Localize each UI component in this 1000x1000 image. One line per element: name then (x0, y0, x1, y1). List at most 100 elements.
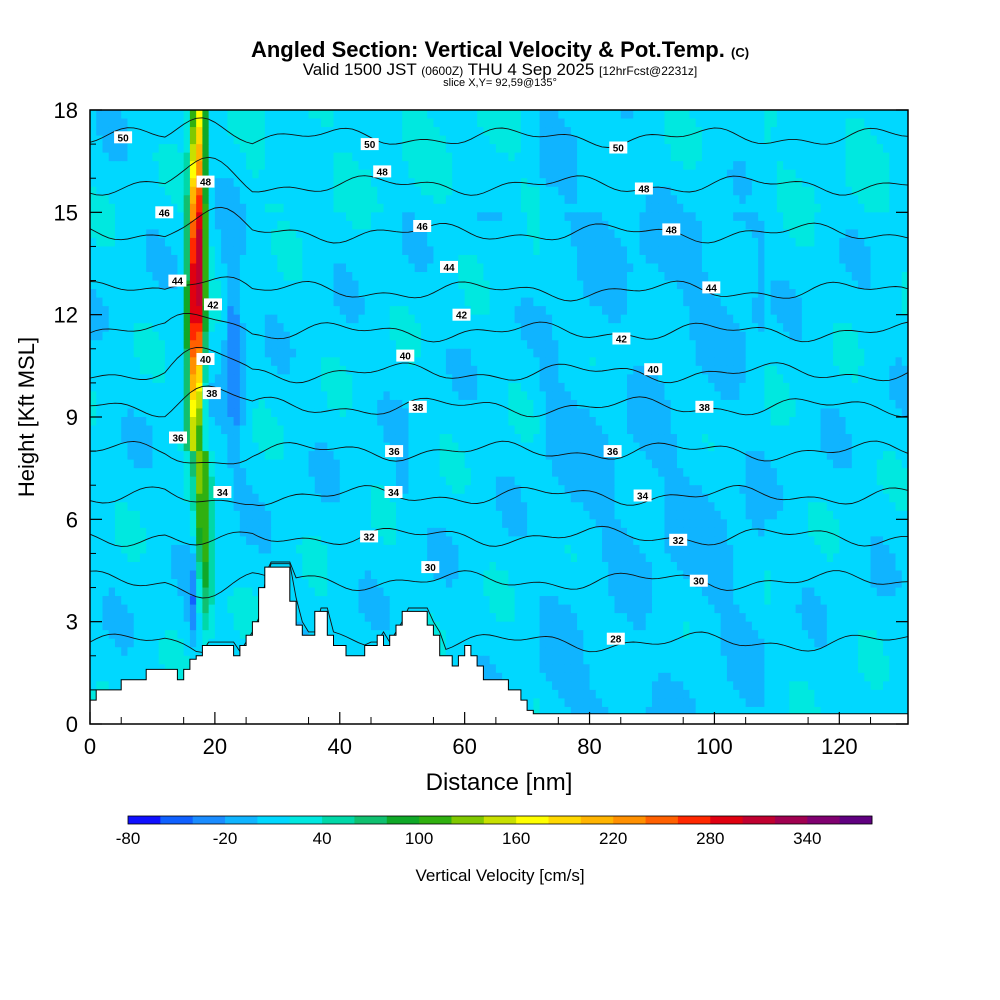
contour-label: 34 (384, 486, 403, 499)
contour-label-text: 32 (364, 532, 376, 543)
y-tick-label: 3 (66, 610, 78, 635)
colorbar: -80 -20 40 100 160 220 280 340 (116, 815, 873, 848)
colorbar-swatch (774, 816, 808, 824)
contour-label-text: 50 (364, 140, 376, 151)
theta-contour-30 (90, 561, 908, 599)
contour-label: 40 (396, 349, 415, 363)
contour-label-text: 46 (159, 208, 171, 219)
colorbar-swatch (548, 816, 582, 824)
colorbar-swatch (419, 816, 452, 824)
contour-label: 48 (634, 182, 653, 196)
colorbar-swatch (160, 816, 194, 824)
contour-label-text: 36 (389, 447, 401, 458)
colorbar-swatch (710, 816, 744, 824)
contour-label-text: 30 (425, 563, 437, 574)
contour-label: 42 (452, 308, 471, 322)
contour-label: 38 (202, 387, 221, 400)
contour-label-text: 40 (648, 365, 660, 376)
contour-label: 34 (633, 489, 652, 503)
colorbar-tick-label: 280 (696, 829, 724, 848)
colorbar-swatch (516, 816, 549, 824)
contour-label: 50 (609, 141, 628, 155)
contour-label: 28 (606, 632, 625, 646)
contour-label-text: 48 (200, 178, 212, 189)
x-axis-label: Distance [nm] (426, 769, 573, 796)
colorbar-tick-label: -80 (116, 829, 141, 848)
colorbar-swatch (225, 816, 258, 824)
contour-label-text: 36 (172, 434, 184, 445)
colorbar-swatch (742, 816, 776, 824)
contour-label-text: 46 (417, 222, 429, 233)
contour-label-text: 50 (118, 133, 130, 144)
colorbar-swatch (580, 816, 614, 824)
contour-label: 48 (373, 165, 392, 178)
contour-label: 36 (385, 445, 404, 458)
y-tick-label: 15 (54, 200, 78, 225)
contour-label-text: 34 (388, 488, 400, 499)
contour-label-text: 40 (400, 352, 412, 363)
colorbar-swatch (839, 816, 873, 824)
colorbar-swatch (451, 816, 485, 824)
colorbar-tick-label: 160 (502, 829, 530, 848)
contour-labels: 50 50 50 48 48 48 48 46 46 44 44 44 42 42 42 40 40 40 38 38… (114, 131, 721, 646)
contour-label: 50 (360, 138, 379, 151)
contour-label-text: 32 (673, 536, 685, 547)
colorbar-swatch (322, 816, 355, 824)
contour-label-text: 42 (616, 335, 628, 346)
theta-contour-32 (90, 525, 908, 547)
y-tick-label: 0 (66, 712, 78, 737)
colorbar-swatch (645, 816, 679, 824)
contour-label-text: 38 (699, 403, 711, 414)
theta-contours (90, 117, 908, 653)
terrain-mask (89, 566, 909, 725)
contour-label: 40 (644, 363, 663, 376)
colorbar-swatch (677, 816, 711, 824)
contour-label: 46 (413, 220, 432, 233)
colorbar-swatch (192, 816, 226, 824)
theta-contour-50 (90, 117, 908, 148)
contour-label: 48 (196, 175, 215, 189)
contour-label: 30 (689, 574, 708, 588)
x-tick-label: 0 (84, 734, 96, 759)
contour-label: 36 (603, 445, 622, 458)
contour-label: 30 (421, 561, 440, 574)
contour-label-text: 36 (607, 447, 619, 458)
contour-label-text: 42 (207, 300, 219, 311)
colorbar-swatch (613, 816, 646, 824)
x-tick-label: 80 (577, 734, 601, 759)
colorbar-swatch (128, 816, 161, 824)
contour-label: 32 (360, 530, 379, 543)
theta-contour-28 (90, 563, 908, 653)
contour-label: 40 (196, 353, 215, 366)
theta-contour-42 (90, 313, 908, 343)
contour-label: 50 (114, 131, 133, 144)
theta-contour-40 (90, 346, 908, 384)
contour-label-text: 40 (200, 355, 212, 366)
y-tick-label: 12 (54, 303, 78, 328)
colorbar-swatch (257, 816, 291, 824)
contour-label: 36 (169, 431, 187, 445)
contour-label-text: 48 (638, 185, 650, 196)
theta-contour-48 (90, 156, 908, 196)
x-tick-label: 20 (203, 734, 227, 759)
colorbar-swatch (386, 816, 420, 824)
velocity-field (90, 110, 908, 724)
y-tick-label: 18 (54, 98, 78, 123)
contour-label-text: 50 (613, 144, 625, 155)
y-tick-label: 6 (66, 507, 78, 532)
contour-label-text: 34 (217, 488, 229, 499)
y-tick-label: 9 (66, 405, 78, 430)
contour-label-text: 44 (172, 277, 184, 288)
contour-label-text: 30 (693, 577, 705, 588)
contour-label: 44 (702, 281, 721, 294)
contour-label: 42 (612, 332, 631, 346)
colorbar-tick-label: 220 (599, 829, 627, 848)
theta-contour-46 (90, 206, 908, 244)
colorbar-swatch (289, 816, 323, 824)
contour-label-text: 48 (377, 167, 389, 178)
theta-contour-44 (90, 276, 908, 302)
contour-label-text: 38 (412, 403, 424, 414)
theta-contour-38 (90, 385, 908, 418)
y-axis-label: Height [Kft MSL] (14, 337, 39, 497)
